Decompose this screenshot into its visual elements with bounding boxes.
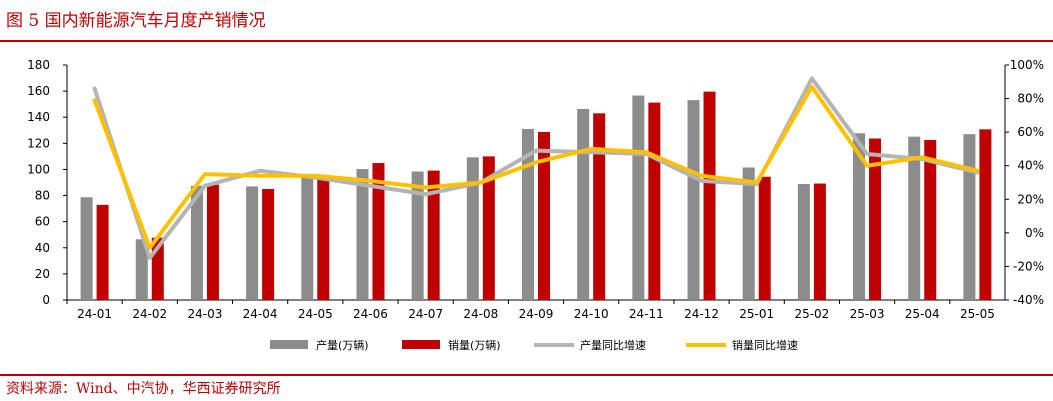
x-tick-label: 25-03 xyxy=(850,307,885,321)
production-bar-24-06 xyxy=(356,169,369,300)
production-bar-25-04 xyxy=(908,136,921,300)
production-yoy-line xyxy=(92,76,980,261)
x-tick-label: 24-05 xyxy=(298,307,333,321)
source-note: 资料来源：Wind、中汽协，华西证券研究所 xyxy=(6,381,281,397)
x-tick-label: 24-01 xyxy=(77,307,112,321)
chart-lines xyxy=(92,76,980,261)
left-tick-label: 160 xyxy=(27,84,50,98)
x-tick-label: 25-01 xyxy=(739,307,774,321)
sales-bar-24-09 xyxy=(538,131,550,300)
production-bar-25-02 xyxy=(797,184,810,300)
left-tick-label: 20 xyxy=(35,267,50,281)
x-tick-label: 25-05 xyxy=(960,307,995,321)
x-tick-label: 25-02 xyxy=(794,307,829,321)
sales-bar-24-01 xyxy=(96,204,109,300)
chart-ticks: 0 20 40 60 80 100 120 140 160 180 -40% -20% 0% 20% 40%… xyxy=(27,58,1044,321)
sales-bar-24-03 xyxy=(206,184,219,300)
right-tick-label: 80% xyxy=(1017,92,1044,106)
footer-rule xyxy=(0,374,1053,376)
x-tick-label: 24-09 xyxy=(519,307,554,321)
sales-bar-24-06 xyxy=(372,163,385,300)
sales-bar-25-03 xyxy=(869,138,882,300)
sales-bar-24-04 xyxy=(262,189,275,300)
legend-sales-yoy-label: 销量同比增速 xyxy=(732,338,798,352)
production-bar-25-01 xyxy=(742,167,755,300)
x-tick-label: 24-07 xyxy=(408,307,443,321)
sales-bar-24-10 xyxy=(593,113,606,300)
x-tick-label: 24-02 xyxy=(132,307,167,321)
production-bar-25-05 xyxy=(963,134,976,300)
chart-bars xyxy=(80,91,992,300)
production-bar-24-09 xyxy=(522,128,534,300)
production-bar-24-03 xyxy=(190,185,203,300)
production-bar-24-10 xyxy=(577,108,590,300)
production-bar-24-05 xyxy=(301,175,314,300)
production-bar-24-07 xyxy=(411,171,424,300)
production-bar-24-08 xyxy=(466,157,479,300)
figure-title: 图 5 国内新能源汽车月度产销情况 xyxy=(6,11,266,31)
right-tick-label: 60% xyxy=(1017,125,1044,139)
production-sales-chart: 0 20 40 60 80 100 120 140 160 180 -40% -20% 0% 20% 40%… xyxy=(27,58,1044,352)
x-tick-label: 25-04 xyxy=(905,307,940,321)
production-bar-25-03 xyxy=(853,133,866,300)
left-tick-label: 60 xyxy=(35,215,50,229)
legend-sales-label: 销量(万辆) xyxy=(448,338,501,352)
left-tick-label: 120 xyxy=(27,136,50,150)
left-tick-label: 140 xyxy=(27,110,50,124)
sales-bar-25-02 xyxy=(813,183,826,300)
production-bar-24-02 xyxy=(135,239,148,300)
right-tick-label: 40% xyxy=(1017,159,1044,173)
right-tick-label: 20% xyxy=(1017,192,1044,206)
sales-bar-24-11 xyxy=(648,102,661,300)
chart-legend: 产量(万辆) 销量(万辆) 产量同比增速 销量同比增速 xyxy=(270,338,798,352)
sales-yoy-line xyxy=(92,84,980,250)
production-bar-24-11 xyxy=(632,95,645,300)
left-tick-label: 100 xyxy=(27,162,50,176)
right-tick-label: 100% xyxy=(1010,58,1044,72)
x-tick-label: 24-04 xyxy=(243,307,278,321)
chart-axes xyxy=(63,64,1009,304)
sales-bar-25-04 xyxy=(924,139,937,300)
right-tick-label: -20% xyxy=(1013,259,1044,273)
sales-bar-25-05 xyxy=(979,129,992,300)
left-tick-label: 0 xyxy=(42,293,50,307)
right-tick-label: 0% xyxy=(1025,226,1044,240)
production-bar-24-01 xyxy=(80,197,93,300)
sales-bar-25-01 xyxy=(758,176,771,300)
production-bar-24-04 xyxy=(246,186,259,300)
x-tick-label: 24-10 xyxy=(574,307,609,321)
sales-bar-24-05 xyxy=(317,175,330,300)
left-tick-label: 180 xyxy=(27,58,50,72)
production-bar-24-12 xyxy=(687,100,700,300)
left-tick-label: 80 xyxy=(35,189,50,203)
x-tick-label: 24-12 xyxy=(684,307,719,321)
sales-bar-24-08 xyxy=(482,156,495,300)
legend-production-yoy-label: 产量同比增速 xyxy=(580,338,646,352)
x-tick-label: 24-11 xyxy=(629,307,664,321)
legend-production-label: 产量(万辆) xyxy=(316,338,369,352)
legend-production-swatch xyxy=(270,340,308,349)
legend-sales-swatch xyxy=(402,340,440,349)
x-tick-label: 24-08 xyxy=(463,307,498,321)
right-tick-label: -40% xyxy=(1013,293,1044,307)
x-tick-label: 24-06 xyxy=(353,307,388,321)
sales-bar-24-12 xyxy=(703,91,716,300)
sales-bar-24-07 xyxy=(427,170,440,300)
left-tick-label: 40 xyxy=(35,241,50,255)
header-rule xyxy=(0,40,1053,42)
x-tick-label: 24-03 xyxy=(188,307,223,321)
